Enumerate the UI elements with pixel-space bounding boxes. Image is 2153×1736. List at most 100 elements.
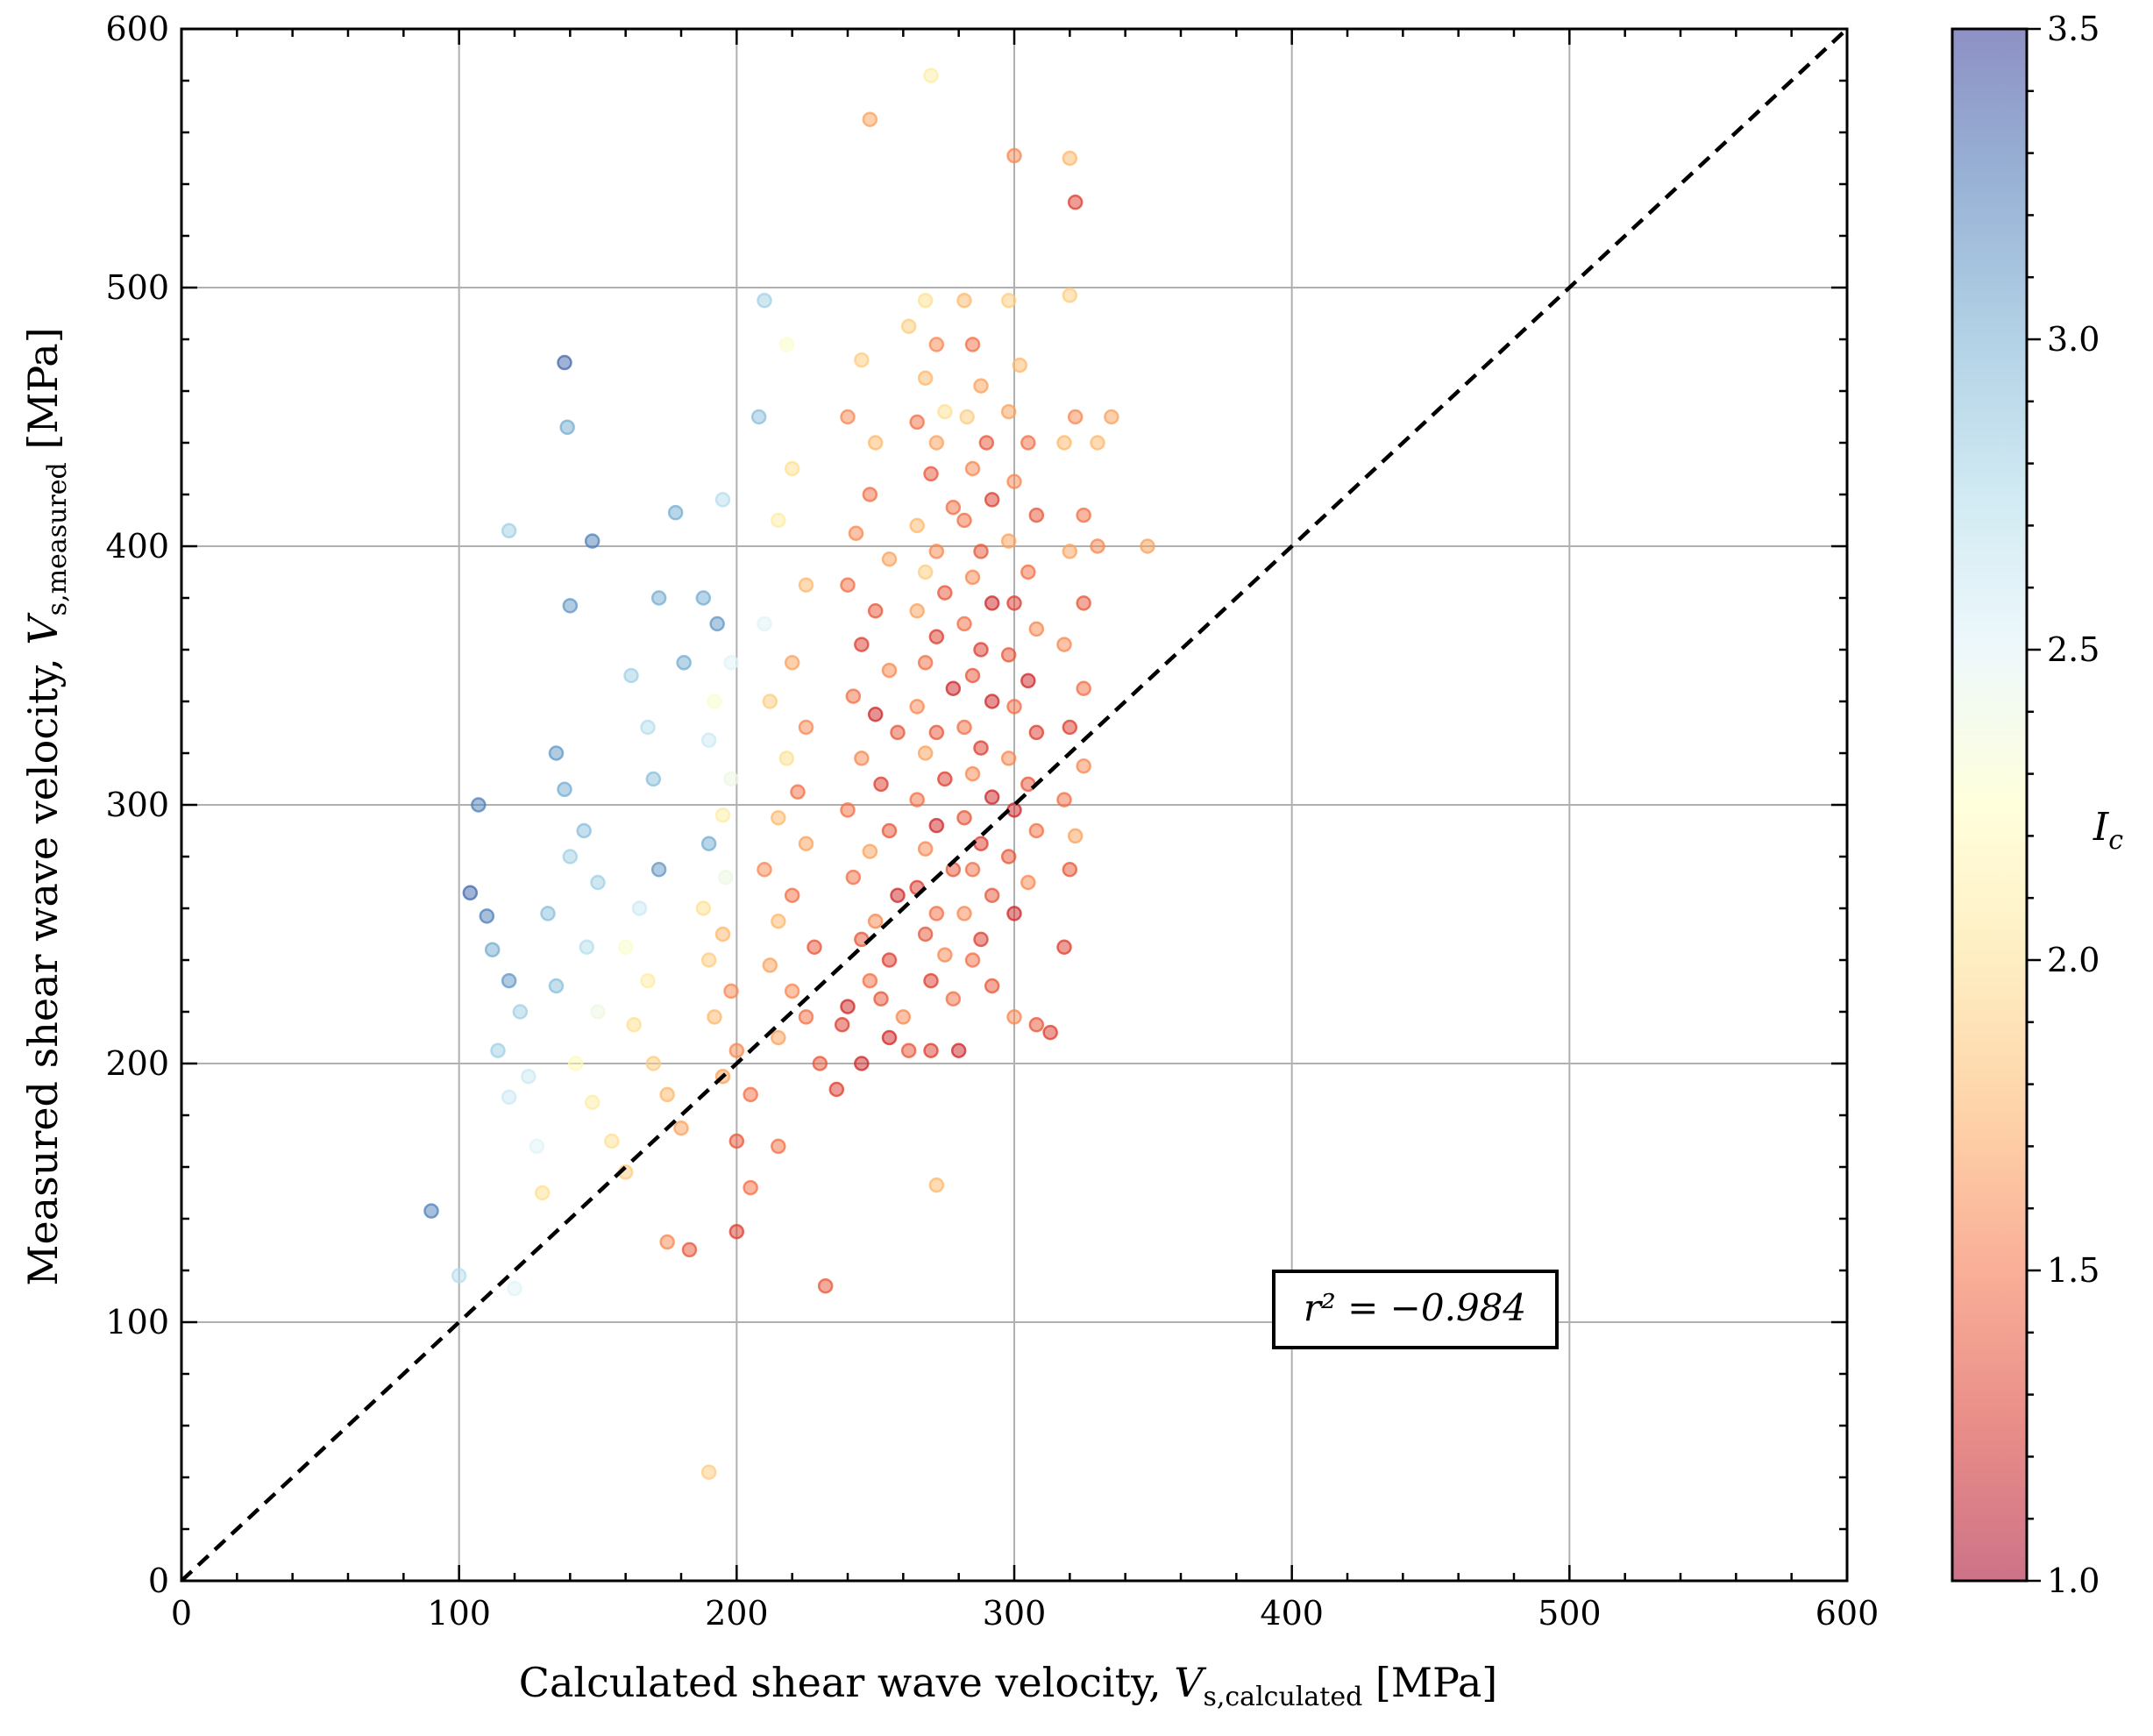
x-tick-label: 400 (1260, 1594, 1324, 1633)
data-point (1056, 435, 1072, 451)
data-point (956, 512, 972, 529)
data-point (1076, 595, 1091, 611)
data-point (562, 598, 579, 614)
data-point (917, 841, 934, 857)
data-point (862, 487, 878, 502)
data-point (937, 771, 953, 787)
data-point (707, 1009, 722, 1025)
data-point (1104, 409, 1119, 425)
data-point (890, 887, 906, 903)
r-squared-text: r² = −0.984 (1304, 1286, 1526, 1329)
data-point (895, 1009, 912, 1025)
data-point (928, 817, 945, 834)
data-point (584, 1094, 600, 1110)
data-point (667, 504, 684, 521)
x-tick-label: 300 (983, 1594, 1047, 1633)
data-point (709, 615, 725, 632)
data-point (817, 1277, 834, 1294)
y-axis-label: Measured shear wave velocity, Vs,measure… (19, 327, 73, 1285)
x-tick-label: 100 (427, 1594, 491, 1633)
data-point (567, 1056, 584, 1071)
data-point (604, 1133, 620, 1149)
data-point (559, 419, 575, 436)
data-point (548, 745, 565, 761)
data-point (617, 939, 634, 955)
data-point (848, 525, 864, 541)
data-point (750, 409, 767, 425)
data-point (806, 939, 822, 955)
y-tick-label: 0 (148, 1562, 169, 1600)
colorbar-tick-label: 1.0 (2047, 1562, 2100, 1600)
data-point (984, 978, 1000, 994)
data-point (928, 544, 945, 559)
data-point (1006, 147, 1022, 164)
r-squared-annotation: r² = −0.984 (1272, 1270, 1559, 1349)
data-point (1067, 828, 1084, 844)
x-tick-label: 500 (1538, 1594, 1602, 1633)
data-point (728, 1042, 745, 1058)
data-point (937, 403, 953, 420)
data-point (923, 1042, 939, 1058)
data-point (501, 1089, 517, 1106)
data-point (681, 1242, 698, 1258)
data-point (978, 435, 995, 451)
data-point (771, 1029, 786, 1046)
data-point (757, 293, 772, 309)
data-point (540, 906, 556, 921)
data-point (973, 931, 989, 948)
data-point (1028, 621, 1045, 637)
data-point (928, 906, 945, 921)
data-point (881, 1029, 898, 1046)
data-point (623, 667, 639, 684)
data-point (973, 836, 989, 851)
data-point (798, 719, 814, 736)
data-point (881, 551, 898, 567)
data-point (1006, 906, 1022, 921)
colorbar-frame (1950, 27, 2029, 1583)
data-point (956, 293, 972, 309)
data-point (964, 952, 981, 968)
y-tick-label: 500 (105, 268, 169, 307)
data-point (778, 337, 795, 352)
data-point (834, 1017, 850, 1033)
data-point (1028, 822, 1045, 839)
data-point (854, 751, 870, 766)
data-point (1020, 564, 1036, 580)
data-point (743, 1086, 758, 1103)
data-point (937, 585, 953, 601)
data-point (854, 637, 870, 652)
data-point (845, 688, 862, 704)
data-point (590, 1004, 606, 1020)
y-tick-label: 600 (105, 10, 169, 48)
data-point (640, 719, 656, 736)
data-point (1006, 802, 1022, 818)
data-point (1076, 758, 1091, 774)
data-point (973, 740, 989, 756)
data-point (928, 337, 945, 352)
colorbar-gradient (1952, 29, 2027, 1581)
data-point (562, 849, 579, 864)
data-point (964, 337, 981, 352)
data-point (757, 615, 772, 632)
data-point (984, 887, 1000, 903)
data-point (584, 533, 600, 549)
data-point (1006, 473, 1022, 489)
data-point (659, 1234, 675, 1250)
data-point (984, 492, 1000, 508)
data-point (650, 590, 667, 606)
data-point (828, 1081, 845, 1098)
data-point (1006, 595, 1022, 611)
data-point (1006, 1009, 1022, 1025)
data-point (1056, 939, 1072, 955)
data-point (676, 655, 692, 671)
data-point (673, 1121, 689, 1136)
colorbar-tick-label: 2.0 (2047, 941, 2100, 979)
data-point (479, 908, 495, 924)
colorbar-ticks: 1.0 1.5 2.0 2.5 3.0 3.5 (2027, 10, 2100, 1600)
data-point (771, 810, 786, 826)
data-point (840, 409, 856, 425)
data-point (881, 822, 898, 839)
data-point (798, 577, 814, 593)
data-point (964, 862, 981, 878)
